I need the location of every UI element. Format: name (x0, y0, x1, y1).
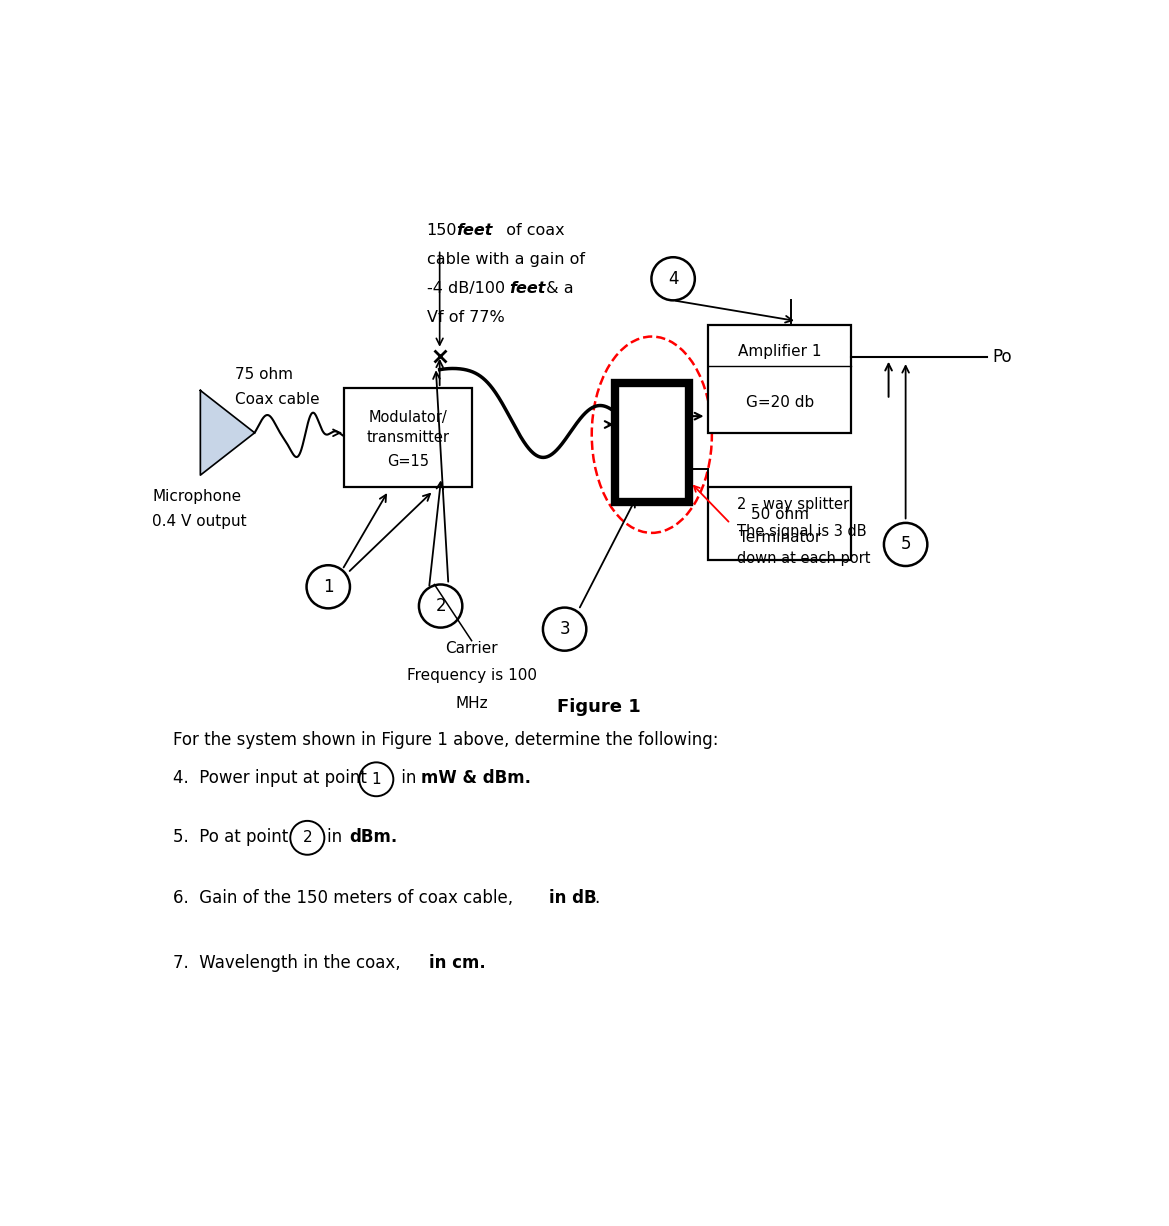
Text: 75 ohm: 75 ohm (235, 368, 293, 383)
Text: Vf of 77%: Vf of 77% (427, 310, 505, 325)
Text: Terminator: Terminator (739, 530, 821, 544)
Text: transmitter: transmitter (366, 430, 449, 445)
Text: feet: feet (510, 281, 546, 297)
Text: 7.  Wavelength in the coax,: 7. Wavelength in the coax, (173, 954, 406, 972)
Text: Coax cable: Coax cable (235, 392, 320, 407)
Text: Amplifier 1: Amplifier 1 (738, 345, 822, 359)
Text: G=15: G=15 (387, 454, 429, 468)
Text: mW & dBm.: mW & dBm. (421, 769, 531, 787)
Text: 2: 2 (435, 597, 445, 615)
Text: Carrier: Carrier (445, 641, 498, 656)
Text: in dB: in dB (549, 889, 596, 907)
Text: MHz: MHz (455, 696, 487, 711)
Text: 2: 2 (303, 830, 312, 845)
Text: in: in (396, 769, 422, 787)
Text: 2 – way splitter: 2 – way splitter (736, 497, 849, 511)
Bar (615, 383, 689, 503)
Text: The signal is 3 dB: The signal is 3 dB (736, 524, 866, 538)
Text: feet: feet (456, 223, 492, 238)
Text: Po: Po (992, 348, 1012, 367)
Text: 4: 4 (667, 270, 678, 288)
Bar (344, 389, 471, 487)
Text: G=20 db: G=20 db (746, 395, 814, 411)
Text: 3: 3 (559, 620, 570, 639)
Polygon shape (200, 390, 255, 476)
Text: .: . (594, 889, 600, 907)
Text: 5.  Po at point: 5. Po at point (173, 828, 289, 846)
Text: 150: 150 (427, 223, 457, 238)
Text: Figure 1: Figure 1 (558, 699, 641, 716)
Text: in: in (327, 828, 348, 846)
Text: For the system shown in Figure 1 above, determine the following:: For the system shown in Figure 1 above, … (173, 731, 719, 749)
Text: & a: & a (541, 281, 574, 297)
Text: 0.4 V output: 0.4 V output (152, 514, 247, 528)
Text: cable with a gain of: cable with a gain of (427, 251, 584, 267)
Text: 1: 1 (323, 577, 333, 596)
Text: down at each port: down at each port (736, 550, 870, 565)
Text: 50 ohm: 50 ohm (750, 506, 809, 521)
Text: 5: 5 (900, 536, 911, 553)
Text: 6.  Gain of the 150 meters of coax cable,: 6. Gain of the 150 meters of coax cable, (173, 889, 519, 907)
Text: 1: 1 (372, 772, 381, 787)
Bar (708, 325, 851, 433)
Text: 4.  Power input at point: 4. Power input at point (173, 769, 367, 787)
Bar (708, 487, 851, 560)
Text: Frequency is 100: Frequency is 100 (407, 668, 537, 683)
Text: in cm.: in cm. (429, 954, 486, 972)
Text: dBm.: dBm. (350, 828, 397, 846)
Text: Modulator/: Modulator/ (368, 409, 447, 424)
Text: Microphone: Microphone (152, 489, 242, 504)
Text: of coax: of coax (497, 223, 565, 238)
Text: -4 dB/100: -4 dB/100 (427, 281, 510, 297)
